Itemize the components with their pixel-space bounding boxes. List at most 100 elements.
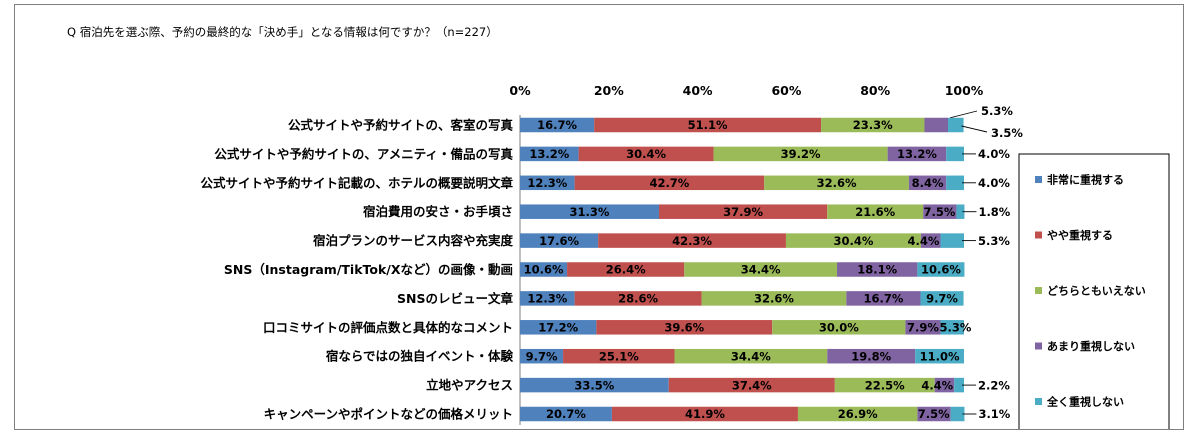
category-label: 公式サイトや予約サイトの、アメニティ・備品の写真 bbox=[214, 146, 513, 161]
data-label: 7.5% bbox=[918, 407, 950, 421]
bar-segment bbox=[578, 146, 714, 162]
data-label: 21.6% bbox=[855, 205, 895, 219]
category-label: キャンペーンやポイントなどの価格メリット bbox=[264, 407, 513, 422]
bar-segment bbox=[887, 146, 947, 162]
data-label: 18.1% bbox=[857, 263, 897, 277]
data-label: 4.4% bbox=[908, 234, 940, 248]
bar-segment bbox=[940, 233, 964, 248]
legend-swatch bbox=[1035, 398, 1042, 405]
data-label: 30.4% bbox=[833, 234, 873, 248]
data-label: 51.1% bbox=[688, 118, 728, 132]
x-tick-label: 20% bbox=[594, 83, 624, 98]
legend-swatch bbox=[1035, 287, 1042, 294]
legend-label: あまり重視しない bbox=[1047, 339, 1135, 353]
data-label: 22.5% bbox=[865, 378, 905, 392]
bar-segment bbox=[713, 146, 888, 162]
bar-segment bbox=[917, 262, 965, 277]
bar-segment bbox=[520, 262, 568, 277]
data-label: 30.4% bbox=[626, 147, 666, 161]
category-label: SNS（Instagram/TikTok/Xなど）の画像・動画 bbox=[224, 262, 513, 277]
data-label: 7.9% bbox=[907, 321, 939, 335]
data-label: 34.4% bbox=[741, 263, 781, 277]
bar-segment bbox=[785, 233, 921, 248]
bar-segment bbox=[674, 348, 828, 364]
bar-segment bbox=[520, 291, 575, 306]
bar-segment bbox=[520, 377, 669, 393]
data-label: 32.6% bbox=[817, 176, 857, 190]
data-label: 34.4% bbox=[731, 349, 771, 363]
label-leader-line bbox=[950, 110, 978, 119]
chart-title: Q 宿泊先を選ぶ際、予約の最終的な「決め手」となる情報は何ですか？（n=227） bbox=[67, 25, 498, 39]
data-label: 12.3% bbox=[527, 292, 567, 306]
bar-segment bbox=[905, 320, 941, 335]
bar-segment bbox=[920, 291, 964, 306]
data-label: 17.6% bbox=[539, 234, 579, 248]
category-labels: 公式サイトや予約サイトの、客室の写真公式サイトや予約サイトの、アメニティ・備品の… bbox=[200, 118, 513, 422]
data-label: 8.4% bbox=[912, 176, 944, 190]
bar-segment bbox=[520, 406, 612, 422]
bar-segment bbox=[948, 117, 964, 133]
data-label: 28.6% bbox=[618, 292, 658, 306]
data-label: 39.6% bbox=[664, 321, 704, 335]
category-label: 口コミサイトの評価点数と具体的なコメント bbox=[263, 320, 513, 335]
data-label: 37.9% bbox=[723, 205, 763, 219]
category-label: 宿泊費用の安さ・お手頃さ bbox=[363, 204, 513, 219]
data-label: 30.0% bbox=[819, 321, 859, 335]
bar-segment bbox=[764, 175, 909, 191]
bar-segment bbox=[520, 204, 659, 219]
data-label: 2.2% bbox=[978, 378, 1010, 392]
bar-segment bbox=[520, 117, 595, 133]
data-label: 4.0% bbox=[978, 147, 1010, 161]
bar-segment bbox=[846, 291, 921, 306]
data-label: 19.8% bbox=[851, 349, 891, 363]
bar-segment bbox=[908, 175, 947, 191]
data-label: 1.8% bbox=[978, 205, 1010, 219]
data-label: 11.0% bbox=[920, 349, 960, 363]
data-label: 42.7% bbox=[649, 176, 689, 190]
data-label: 31.3% bbox=[570, 205, 610, 219]
data-label: 4.4% bbox=[921, 378, 953, 392]
data-label: 37.4% bbox=[732, 378, 772, 392]
data-label: 5.3% bbox=[939, 321, 971, 335]
data-label: 16.7% bbox=[863, 292, 903, 306]
category-label: 宿泊プランのサービス内容や充実度 bbox=[313, 233, 514, 248]
data-label: 9.7% bbox=[926, 292, 958, 306]
bar-segment bbox=[915, 348, 964, 364]
label-leader-line bbox=[961, 125, 988, 133]
legend-label: どちらともいえない bbox=[1047, 285, 1146, 298]
data-label: 4.0% bbox=[978, 176, 1010, 190]
data-label: 39.2% bbox=[781, 147, 821, 161]
bar-segment bbox=[701, 291, 847, 306]
bar-segment bbox=[520, 146, 579, 162]
data-label: 23.3% bbox=[853, 118, 893, 132]
bar-segment bbox=[827, 348, 916, 364]
bar-segment bbox=[611, 406, 798, 422]
bar-segment bbox=[520, 175, 575, 191]
data-label: 10.6% bbox=[921, 263, 961, 277]
data-label: 7.5% bbox=[924, 205, 956, 219]
bar-segment bbox=[520, 320, 597, 335]
legend-swatch bbox=[1035, 342, 1042, 350]
bar-segment bbox=[920, 233, 941, 248]
data-label: 5.3% bbox=[978, 234, 1010, 248]
bar-segment bbox=[574, 175, 765, 191]
category-label: 宿ならではの独自イベント・体験 bbox=[326, 349, 514, 364]
data-label: 9.7% bbox=[526, 349, 558, 363]
data-label: 13.2% bbox=[897, 147, 937, 161]
data-label: 17.2% bbox=[538, 321, 578, 335]
bar-segment bbox=[574, 291, 702, 306]
bar-segment bbox=[954, 377, 964, 393]
bar-segment bbox=[797, 406, 918, 422]
category-label: 立地やアクセス bbox=[426, 378, 513, 393]
data-label: 5.3% bbox=[981, 104, 1013, 118]
legend-label: やや重視する bbox=[1047, 228, 1113, 242]
data-label: 13.2% bbox=[529, 147, 569, 161]
bar-segment bbox=[596, 320, 773, 335]
data-label: 41.9% bbox=[685, 407, 725, 421]
bar-segment bbox=[924, 117, 949, 133]
x-tick-label: 80% bbox=[860, 83, 890, 98]
legend-label: 非常に重視する bbox=[1047, 173, 1124, 187]
x-tick-label: 0% bbox=[509, 83, 531, 98]
legend-box bbox=[1018, 153, 1170, 429]
